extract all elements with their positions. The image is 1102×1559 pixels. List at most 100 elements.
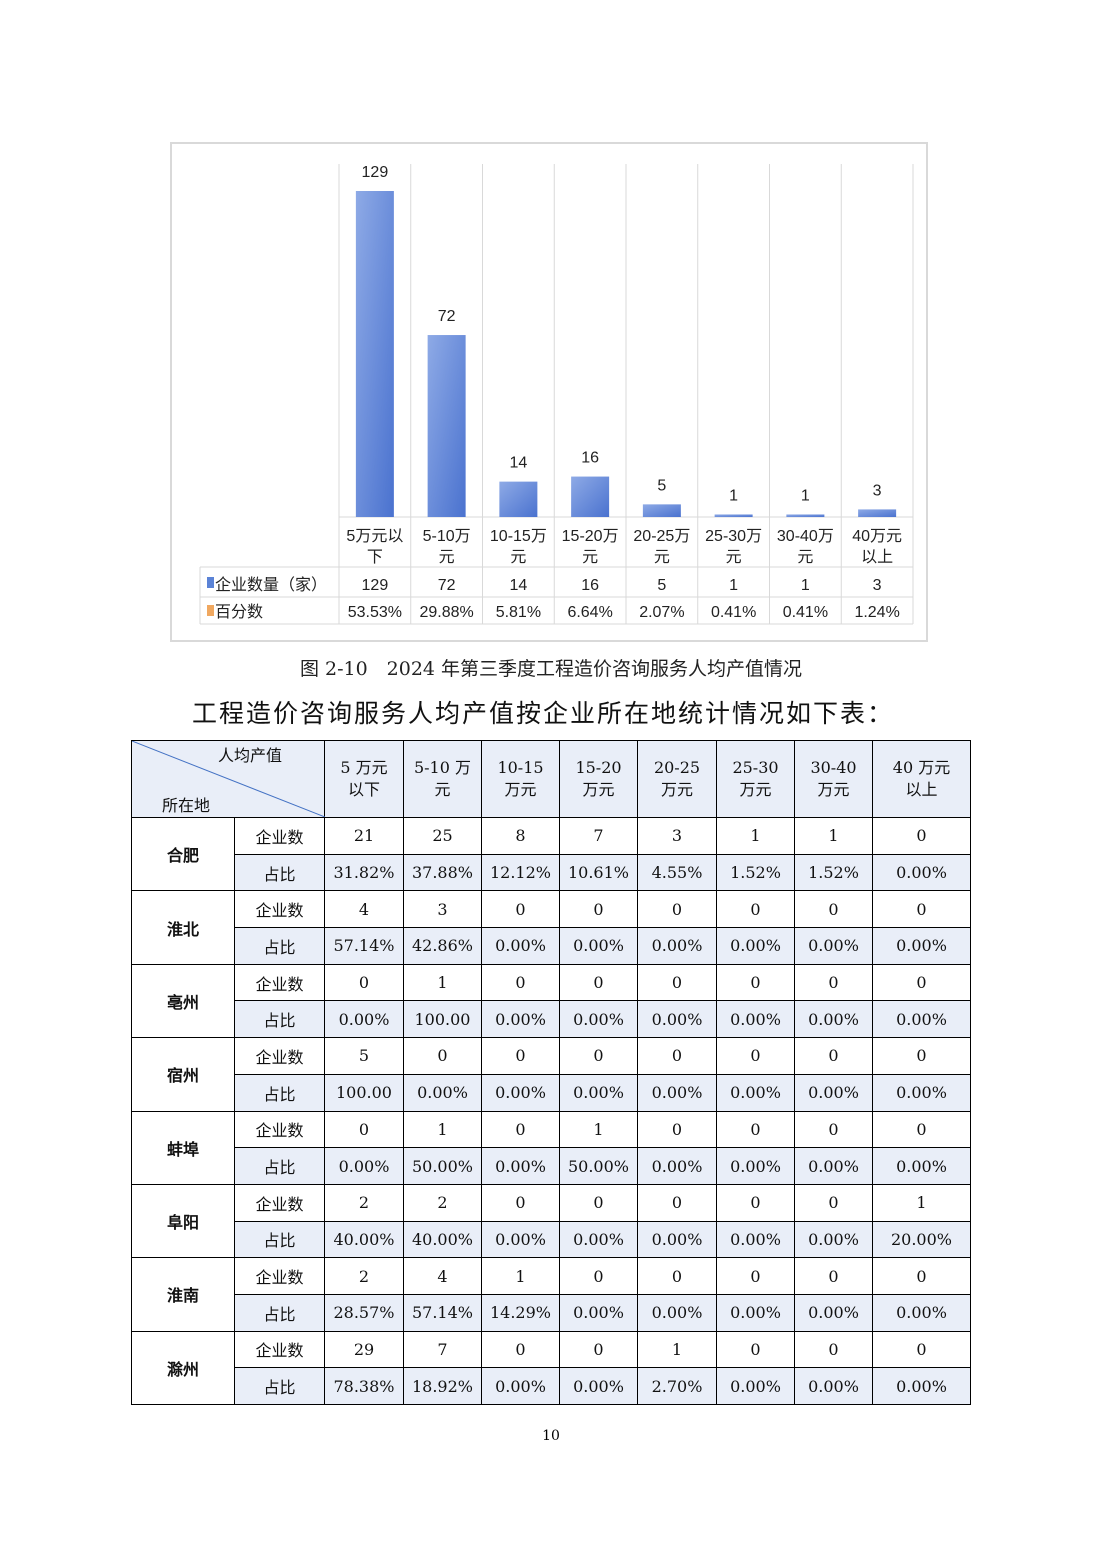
table-value: 2.07% [639, 604, 684, 621]
table-value: 5 [657, 577, 666, 594]
count-cell: 0 [794, 1257, 873, 1295]
percent-cell: 0.00% [637, 1073, 717, 1112]
percent-cell: 0.00% [637, 1293, 717, 1332]
count-cell: 0 [637, 1037, 717, 1075]
count-cell: 0 [794, 1330, 873, 1369]
row-label: 企业数 [234, 1257, 325, 1295]
data-label: 129 [362, 164, 389, 181]
count-cell: 0 [872, 1330, 971, 1369]
data-label: 5 [657, 477, 666, 494]
percent-row: 占比 31.82% 37.88% 12.12% 10.61% 4.55% 1.52% 1.52… [132, 853, 971, 892]
row-label: 占比 [234, 1147, 325, 1185]
count-cell: 0 [481, 1037, 560, 1075]
category-label: 5-10万 [423, 528, 471, 545]
count-cell: 0 [559, 963, 638, 1002]
row-label: 占比 [234, 1367, 325, 1405]
row-label: 企业数 [234, 1037, 325, 1075]
percent-row: 占比 78.38% 18.92% 0.00% 0.00% 2.70% 0.00% 0.00% 0… [132, 1367, 971, 1405]
percent-cell: 20.00% [872, 1220, 971, 1259]
count-cell: 21 [324, 817, 404, 855]
count-cell: 0 [637, 1257, 717, 1295]
count-cell: 1 [403, 1110, 482, 1149]
count-cell: 0 [559, 1183, 638, 1222]
percent-cell: 4.55% [637, 853, 717, 892]
percent-cell: 0.00% [324, 1147, 404, 1185]
region-cell: 亳州 [131, 963, 235, 1039]
region-cell: 合肥 [131, 816, 235, 892]
row-label: 占比 [234, 1220, 325, 1259]
count-cell: 0 [872, 963, 971, 1002]
percent-cell: 1.52% [794, 853, 873, 892]
region-cell: 阜阳 [131, 1183, 235, 1259]
percent-cell: 0.00% [481, 1000, 560, 1039]
table-value: 0.41% [711, 604, 756, 621]
percent-cell: 57.14% [403, 1293, 482, 1332]
count-cell: 0 [637, 1183, 717, 1222]
category-label: 5万元以 [346, 528, 403, 545]
count-cell: 0 [637, 890, 717, 929]
percent-cell: 37.88% [403, 853, 482, 892]
percent-cell: 0.00% [637, 1000, 717, 1039]
percent-row: 占比 57.14% 42.86% 0.00% 0.00% 0.00% 0.00% 0.00% 0… [132, 927, 971, 965]
bar-4 [642, 504, 681, 517]
percent-cell: 0.00% [716, 1220, 795, 1259]
count-cell: 1 [403, 963, 482, 1002]
count-cell: 1 [559, 1110, 638, 1149]
table-value: 1.24% [854, 604, 899, 621]
bar-7 [858, 509, 897, 517]
percent-cell: 0.00% [872, 1000, 971, 1039]
percent-cell: 0.00% [716, 1073, 795, 1112]
count-cell: 1 [481, 1257, 560, 1295]
data-label: 1 [729, 487, 738, 504]
percent-cell: 0.00% [716, 1000, 795, 1039]
count-cell: 3 [403, 890, 482, 929]
count-cell: 0 [794, 890, 873, 929]
percent-row: 占比 100.00 0.00% 0.00% 0.00% 0.00% 0.00% 0.00% 0.… [132, 1073, 971, 1112]
category-label: 元 [797, 549, 813, 566]
row-label: 占比 [234, 1073, 325, 1112]
count-cell: 0 [481, 1110, 560, 1149]
percent-cell: 0.00% [324, 1000, 404, 1039]
category-label: 25-30万 [705, 528, 762, 545]
count-cell: 0 [872, 1110, 971, 1149]
column-header: 15-20 万元 [559, 740, 638, 818]
count-cell: 7 [403, 1330, 482, 1369]
percent-cell: 0.00% [794, 1000, 873, 1039]
count-cell: 7 [559, 817, 638, 855]
bar-chart: 129 5万元以下 129 53.53% 72 5-10万元 72 29.88% 14 10-15… [170, 142, 928, 642]
percent-cell: 14.29% [481, 1293, 560, 1332]
category-label: 20-25万 [633, 528, 690, 545]
count-cell: 0 [481, 1330, 560, 1369]
count-cell: 0 [716, 890, 795, 929]
table-value: 129 [362, 577, 389, 594]
count-cell: 0 [481, 963, 560, 1002]
category-label: 40万元 [852, 528, 902, 545]
count-cell: 0 [716, 1110, 795, 1149]
percent-cell: 1.52% [716, 853, 795, 892]
count-cell: 8 [481, 817, 560, 855]
percent-cell: 28.57% [324, 1293, 404, 1332]
category-label: 下 [367, 549, 383, 566]
count-cell: 2 [403, 1183, 482, 1222]
count-cell: 0 [324, 1110, 404, 1149]
table-value: 0.41% [783, 604, 828, 621]
table-value: 1 [801, 577, 810, 594]
count-cell: 0 [794, 1183, 873, 1222]
count-cell: 2 [324, 1257, 404, 1295]
diagonal-line [132, 741, 325, 817]
category-label: 元 [439, 549, 455, 566]
count-row: 亳州 企业数 0 1 0 0 0 0 0 0 [131, 963, 971, 1039]
percent-cell: 0.00% [481, 1073, 560, 1112]
bar-1 [427, 335, 466, 517]
corner-bottom-label: 所在地 [162, 796, 211, 815]
count-row: 宿州 企业数 5 0 0 0 0 0 0 0 [131, 1037, 971, 1112]
percent-cell: 50.00% [559, 1147, 638, 1185]
column-header: 40 万元 以上 [872, 740, 971, 818]
count-cell: 0 [716, 1183, 795, 1222]
percent-cell: 0.00% [716, 927, 795, 965]
data-label: 14 [509, 455, 527, 472]
count-cell: 0 [403, 1037, 482, 1075]
percent-cell: 0.00% [403, 1073, 482, 1112]
data-label: 3 [873, 482, 882, 499]
bar-6 [786, 514, 825, 517]
